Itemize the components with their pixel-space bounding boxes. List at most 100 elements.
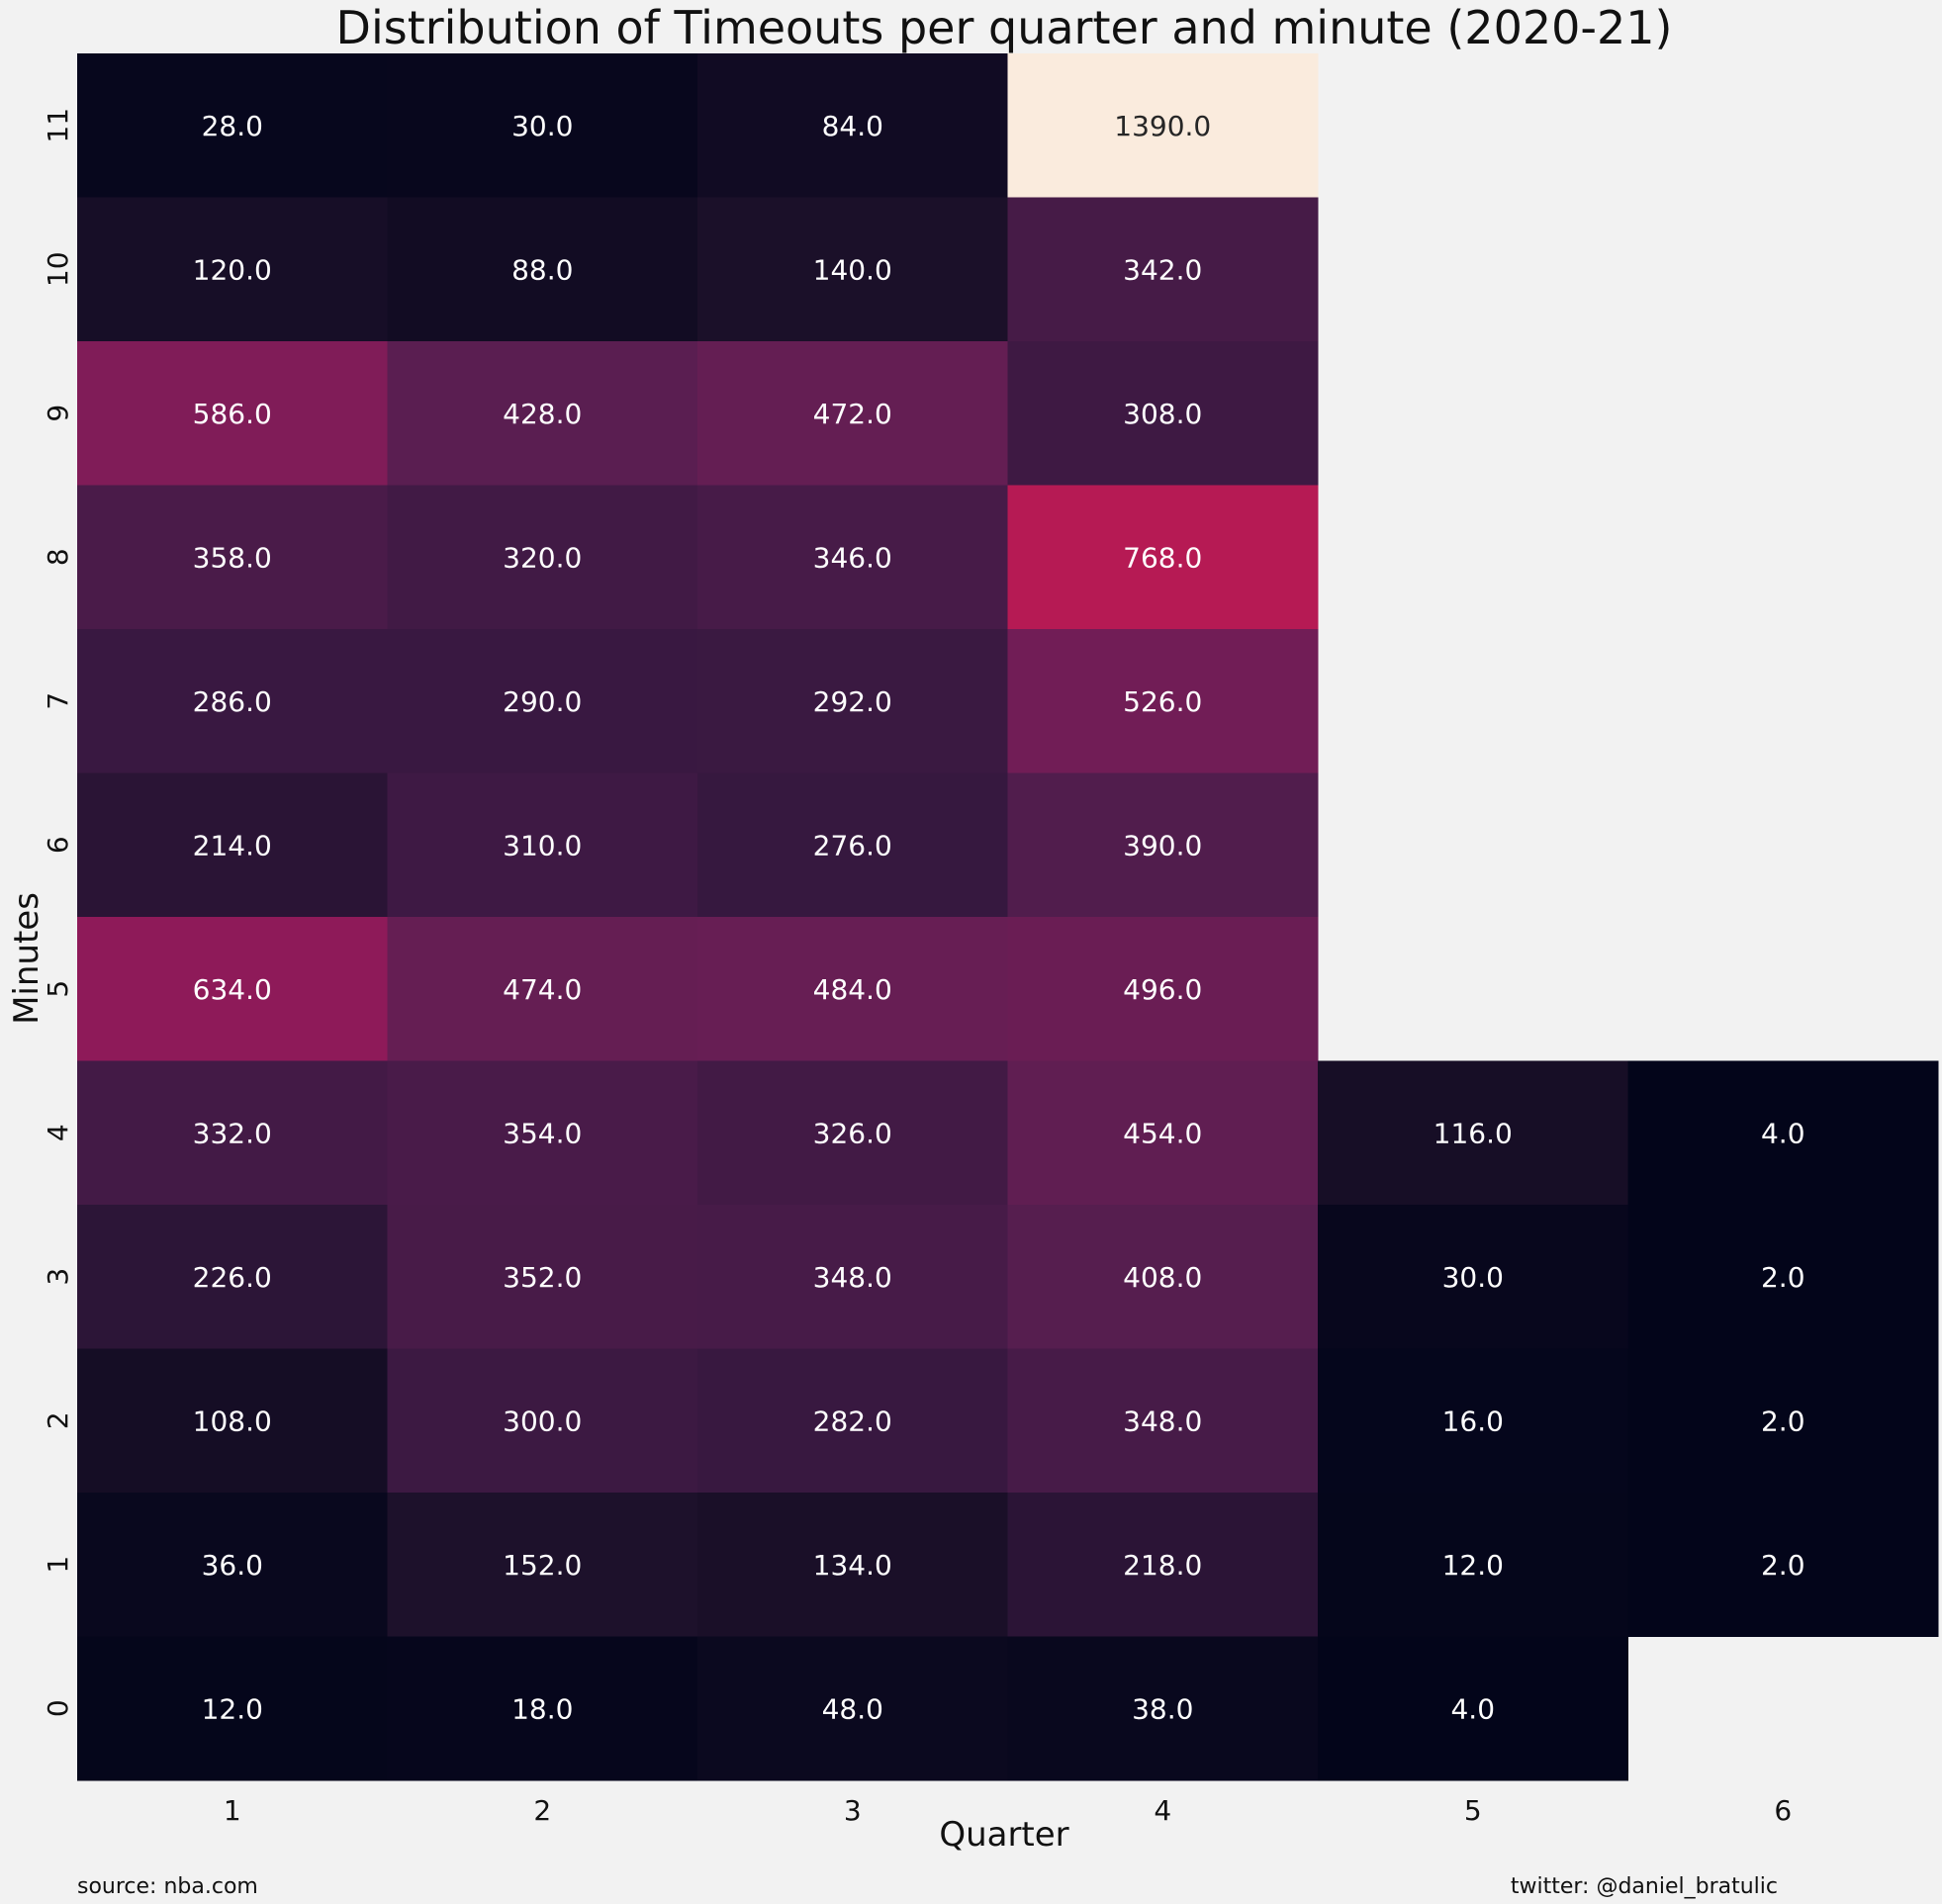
heatmap-cell bbox=[1627, 1348, 1939, 1494]
heatmap-cell bbox=[1318, 1205, 1628, 1349]
cell-value-label: 4.0 bbox=[1761, 1117, 1805, 1149]
cell-value-label: 634.0 bbox=[193, 973, 272, 1006]
heatmap-cell bbox=[697, 629, 1008, 773]
cell-value-label: 2.0 bbox=[1761, 1405, 1805, 1437]
x-axis-label: Quarter bbox=[939, 1815, 1068, 1855]
cell-value-label: 326.0 bbox=[813, 1117, 892, 1149]
cell-value-label: 88.0 bbox=[511, 253, 573, 286]
heatmap-cell bbox=[697, 772, 1008, 918]
cell-value-label: 768.0 bbox=[1123, 541, 1202, 574]
heatmap-cell bbox=[697, 1205, 1008, 1349]
cell-value-label: 454.0 bbox=[1123, 1117, 1202, 1149]
heatmap-cell bbox=[1318, 1348, 1628, 1494]
cell-value-label: 16.0 bbox=[1442, 1405, 1504, 1437]
cell-value-label: 286.0 bbox=[193, 685, 272, 718]
cell-value-label: 348.0 bbox=[1123, 1405, 1202, 1437]
cell-value-label: 4.0 bbox=[1450, 1692, 1495, 1725]
x-tick-label: 5 bbox=[1464, 1794, 1482, 1827]
heatmap-cell bbox=[1007, 1205, 1319, 1349]
heatmap-cell bbox=[387, 341, 698, 486]
heatmap-cell bbox=[77, 917, 388, 1061]
heatmap-cell bbox=[1007, 341, 1319, 486]
cell-value-label: 36.0 bbox=[202, 1549, 263, 1582]
cell-value-label: 18.0 bbox=[511, 1692, 573, 1725]
heatmap-cell bbox=[1007, 1060, 1319, 1206]
heatmap-cell bbox=[387, 197, 698, 342]
heatmap-cell bbox=[387, 53, 698, 198]
cell-value-label: 134.0 bbox=[813, 1549, 892, 1582]
heatmap-cell bbox=[697, 485, 1008, 630]
cell-value-label: 586.0 bbox=[193, 398, 272, 430]
cell-value-label: 116.0 bbox=[1433, 1117, 1513, 1149]
cell-value-label: 1390.0 bbox=[1114, 110, 1211, 142]
y-axis-label: Minutes bbox=[7, 892, 46, 1025]
cell-value-label: 30.0 bbox=[1442, 1261, 1504, 1294]
heatmap-cell bbox=[387, 917, 698, 1061]
heatmap-cell bbox=[1007, 1636, 1319, 1781]
heatmap-cell bbox=[1318, 1493, 1628, 1637]
heatmap-cell bbox=[697, 1636, 1008, 1781]
cell-value-label: 28.0 bbox=[202, 110, 263, 142]
cell-value-label: 218.0 bbox=[1123, 1549, 1202, 1582]
heatmap-cell bbox=[697, 917, 1008, 1061]
y-tick-label: 2 bbox=[42, 1411, 74, 1429]
cell-value-label: 140.0 bbox=[813, 253, 892, 286]
cell-value-label: 300.0 bbox=[503, 1405, 582, 1437]
heatmap-cell bbox=[1627, 1205, 1939, 1349]
cell-value-label: 108.0 bbox=[193, 1405, 272, 1437]
x-axis-ticks: 1 2 3 4 5 6 bbox=[224, 1794, 1792, 1827]
heatmap-cell bbox=[1007, 1348, 1319, 1494]
heatmap-cell bbox=[387, 1493, 698, 1637]
heatmap-cell bbox=[1007, 1493, 1319, 1637]
heatmap-cell bbox=[77, 1348, 388, 1494]
heatmap-cell bbox=[77, 629, 388, 773]
cell-value-label: 308.0 bbox=[1123, 398, 1202, 430]
y-tick-label: 11 bbox=[42, 108, 74, 143]
heatmap-cells: 28.0 30.0 84.0 1390.0 120.0 88.0 140.0 342.0 586… bbox=[77, 53, 1939, 1781]
cell-value-label: 496.0 bbox=[1123, 973, 1202, 1006]
cell-value-label: 484.0 bbox=[813, 973, 892, 1006]
cell-value-label: 354.0 bbox=[503, 1117, 582, 1149]
heatmap-cell bbox=[1007, 772, 1319, 918]
x-tick-label: 1 bbox=[224, 1794, 241, 1827]
cell-value-label: 292.0 bbox=[813, 685, 892, 718]
heatmap-cell bbox=[1318, 1636, 1628, 1781]
cell-value-label: 120.0 bbox=[193, 253, 272, 286]
heatmap-cell bbox=[387, 1060, 698, 1206]
heatmap-cell bbox=[387, 1348, 698, 1494]
cell-value-label: 12.0 bbox=[1442, 1549, 1504, 1582]
heatmap-cell bbox=[77, 341, 388, 486]
heatmap-cell bbox=[1007, 917, 1319, 1061]
y-tick-label: 4 bbox=[42, 1124, 74, 1141]
y-tick-label: 6 bbox=[42, 836, 74, 854]
heatmap-cell bbox=[697, 1348, 1008, 1494]
heatmap-cell bbox=[387, 629, 698, 773]
y-tick-label: 5 bbox=[42, 980, 74, 998]
cell-value-label: 408.0 bbox=[1123, 1261, 1202, 1294]
cell-value-label: 2.0 bbox=[1761, 1261, 1805, 1294]
heatmap-cell bbox=[77, 1060, 388, 1206]
y-tick-label: 3 bbox=[42, 1268, 74, 1286]
cell-value-label: 310.0 bbox=[503, 829, 582, 861]
cell-value-label: 358.0 bbox=[193, 541, 272, 574]
heatmap-cell bbox=[1318, 1060, 1628, 1206]
source-note: source: nba.com bbox=[77, 1874, 258, 1899]
heatmap-cell bbox=[697, 341, 1008, 486]
y-tick-label: 8 bbox=[42, 548, 74, 566]
cell-value-label: 226.0 bbox=[193, 1261, 272, 1294]
heatmap-cell bbox=[1007, 197, 1319, 342]
heatmap-cell bbox=[1627, 1060, 1939, 1206]
cell-value-label: 276.0 bbox=[813, 829, 892, 861]
cell-value-label: 348.0 bbox=[813, 1261, 892, 1294]
y-tick-label: 7 bbox=[42, 692, 74, 710]
cell-value-label: 214.0 bbox=[193, 829, 272, 861]
x-tick-label: 4 bbox=[1154, 1794, 1171, 1827]
heatmap-cell bbox=[697, 1060, 1008, 1206]
heatmap-cell bbox=[77, 1636, 388, 1781]
cell-value-label: 526.0 bbox=[1123, 685, 1202, 718]
cell-value-label: 2.0 bbox=[1761, 1549, 1805, 1582]
y-tick-label: 1 bbox=[42, 1556, 74, 1574]
heatmap-cell bbox=[697, 197, 1008, 342]
x-tick-label: 2 bbox=[533, 1794, 551, 1827]
heatmap-cell bbox=[387, 772, 698, 918]
